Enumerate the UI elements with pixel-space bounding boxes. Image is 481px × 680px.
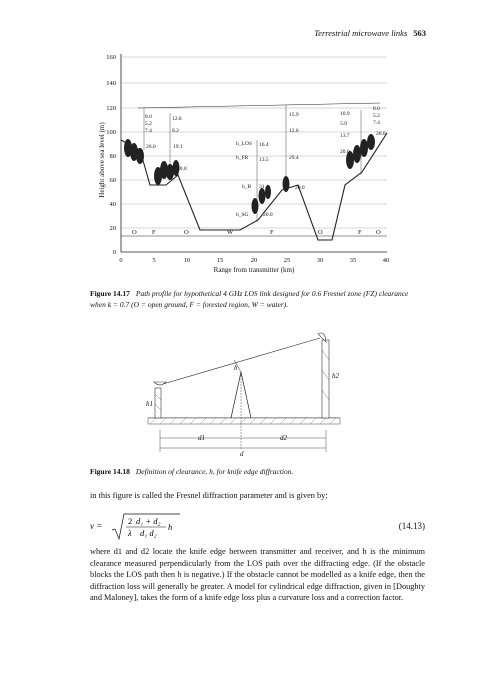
y-tick-label: 140 <box>106 80 116 87</box>
x-tick-label: 5 <box>152 257 155 264</box>
annotation: h_SG <box>236 212 249 218</box>
equation-body: 2 d₁ + d₂ λ d₁ d₂ h <box>111 513 180 541</box>
terrain-label: O <box>376 229 381 236</box>
annotation: 13.7 <box>340 133 350 139</box>
annotation: h_FR <box>236 155 249 161</box>
paragraph-main: where d1 and d2 locate the knife edge be… <box>90 547 425 602</box>
svg-text:λ: λ <box>127 528 132 538</box>
annotation: 8.2 <box>172 128 179 134</box>
annotation: 5.2 <box>373 113 380 119</box>
annotation: h_B <box>242 184 252 190</box>
annotation: 8.0 <box>145 114 152 120</box>
annotation: 16.4 <box>259 142 269 148</box>
paragraph-intro: in this figure is called the Fresnel dif… <box>90 491 328 500</box>
y-tick-label: 60 <box>110 177 117 184</box>
annotation: 10.9 <box>340 111 350 117</box>
svg-text:d₁ d₂: d₁ d₂ <box>140 528 157 538</box>
x-tick-label: 30 <box>317 257 324 264</box>
equation-lhs: v = <box>90 521 103 531</box>
terrain-profile <box>120 132 388 241</box>
annotation: 7.4 <box>145 128 152 134</box>
annotation: 20.0 <box>376 131 386 137</box>
y-tick-label: 0 <box>113 249 116 256</box>
running-title: Terrestrial microwave links <box>314 28 408 38</box>
terrain-label: O <box>184 229 189 236</box>
terrain-label: F <box>270 229 274 236</box>
terrain-label: F <box>152 229 156 236</box>
annotation: 20.0 <box>340 149 350 155</box>
annotation: 31.4 <box>259 184 269 190</box>
equation-14-13: v = 2 d₁ + d₂ λ d₁ d₂ h (14.13) <box>90 512 425 542</box>
label-d1: d1 <box>198 434 205 442</box>
label-h1: h1 <box>146 400 153 408</box>
annotation: 29.4 <box>289 155 299 161</box>
los-line <box>137 102 381 109</box>
y-tick-label: 120 <box>106 105 116 112</box>
annotation: 20.0 <box>177 166 187 172</box>
label-d2: d2 <box>280 434 288 442</box>
annotation: 13.5 <box>259 157 269 163</box>
annotation: 5.2 <box>145 121 152 127</box>
annotation: 7.4 <box>373 120 380 126</box>
y-axis-label: Height above sea level (m) <box>98 122 106 198</box>
y-tick-label: 100 <box>106 129 116 136</box>
annotation: 12.8 <box>172 116 182 122</box>
running-header: Terrestrial microwave links 563 <box>314 28 426 38</box>
annotation: 19.1 <box>173 144 183 150</box>
label-h2: h2 <box>332 372 340 380</box>
terrain-label: O <box>318 229 323 236</box>
annotation: 20.0 <box>263 212 273 218</box>
x-axis-label: Range from transmitter (km) <box>214 266 295 274</box>
y-tick-label: 80 <box>110 153 117 160</box>
y-tick-label: 160 <box>106 54 116 61</box>
y-tick-label: 40 <box>110 201 117 208</box>
annotation: 12.6 <box>289 128 299 134</box>
x-tick-label: 35 <box>350 257 357 264</box>
x-tick-label: 20 <box>251 257 258 264</box>
x-tick-label: 15 <box>217 257 224 264</box>
label-h: h <box>234 364 238 372</box>
caption-label: Figure 14.18 <box>90 467 130 476</box>
svg-text:d₁ + d₂: d₁ + d₂ <box>136 516 160 526</box>
terrain-label: O <box>132 229 137 236</box>
annotation: 5.9 <box>340 121 347 127</box>
x-tick-label: 25 <box>284 257 291 264</box>
x-tick-label: 40 <box>383 257 390 264</box>
knife-edge-figure <box>147 332 341 452</box>
caption-text: Path profile for hypothetical 4 GHz LOS … <box>90 289 409 309</box>
caption-label: Figure 14.17 <box>90 289 130 298</box>
x-tick-label: 0 <box>119 257 122 264</box>
y-tick-label: 20 <box>110 225 117 232</box>
x-tick-label: 10 <box>184 257 191 264</box>
annotation: 8.0 <box>373 106 380 112</box>
figure-14-17-caption: Figure 14.17 Path profile for hypothetica… <box>90 288 425 310</box>
svg-text:2: 2 <box>128 516 132 526</box>
annotation: 20.0 <box>295 185 305 191</box>
equation-number: (14.13) <box>398 521 425 531</box>
annotation: 15.9 <box>289 112 299 118</box>
svg-text:h: h <box>168 522 172 532</box>
annotation: 20.0 <box>146 144 156 150</box>
figure-14-18-caption: Figure 14.18 Definition of clearance, h, … <box>90 466 425 477</box>
page-number: 563 <box>413 28 426 38</box>
label-d: d <box>240 450 244 458</box>
terrain-label: W <box>227 229 234 236</box>
annotation: h_LOS <box>236 141 252 147</box>
caption-text: Definition of clearance, h, for knife ed… <box>135 467 294 476</box>
terrain-label: F <box>358 229 362 236</box>
